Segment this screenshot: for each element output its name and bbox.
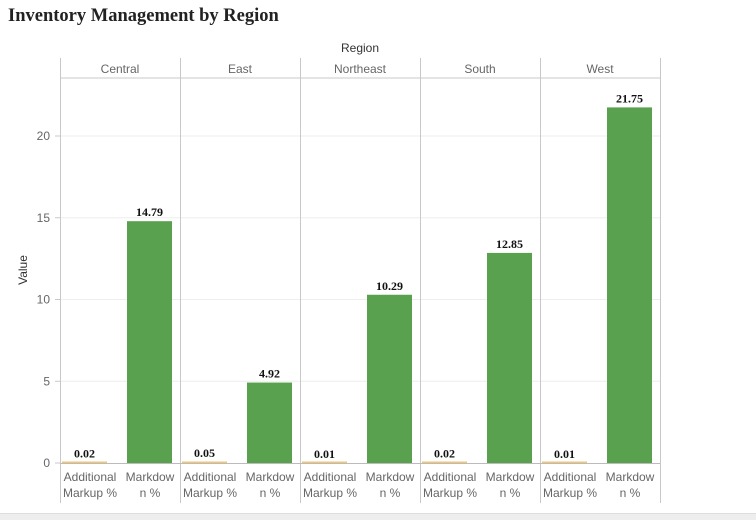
bar-central-1 xyxy=(127,221,172,463)
data-label: 14.79 xyxy=(136,205,163,219)
data-label: 0.05 xyxy=(194,446,215,460)
data-label: 0.02 xyxy=(74,447,95,461)
y-tick-label: 0 xyxy=(43,456,50,470)
y-tick-label: 5 xyxy=(43,374,50,388)
y-tick-label: 10 xyxy=(37,293,51,307)
data-label: 0.02 xyxy=(434,447,455,461)
x-category-label: Markdow xyxy=(366,470,415,484)
x-category-label: Markup % xyxy=(543,486,597,500)
x-category-label: Markup % xyxy=(423,486,477,500)
bar-northeast-1 xyxy=(367,294,412,463)
bar-east-0 xyxy=(182,461,227,463)
panel-header-south: South xyxy=(464,62,495,76)
data-label: 0.01 xyxy=(554,447,575,461)
x-category-label: n % xyxy=(140,486,161,500)
bar-south-0 xyxy=(422,461,467,463)
bar-west-0 xyxy=(542,461,587,463)
panel-header-east: East xyxy=(228,62,253,76)
x-category-label: Additional xyxy=(64,470,117,484)
x-category-label: Additional xyxy=(424,470,477,484)
bar-northeast-0 xyxy=(302,461,347,463)
horizontal-scrollbar[interactable] xyxy=(0,513,756,520)
bar-south-1 xyxy=(487,252,532,463)
x-category-label: Additional xyxy=(544,470,597,484)
x-category-label: n % xyxy=(260,486,281,500)
panel-header-northeast: Northeast xyxy=(334,62,387,76)
bar-central-0 xyxy=(62,461,107,463)
x-category-label: n % xyxy=(620,486,641,500)
x-category-label: Markdow xyxy=(246,470,295,484)
data-label: 0.01 xyxy=(314,447,335,461)
x-category-label: Markdow xyxy=(126,470,175,484)
data-label: 12.85 xyxy=(496,237,523,251)
data-label: 4.92 xyxy=(259,367,280,381)
x-category-label: Additional xyxy=(184,470,237,484)
x-category-label: n % xyxy=(380,486,401,500)
x-category-label: Markup % xyxy=(183,486,237,500)
x-category-label: Markdow xyxy=(486,470,535,484)
x-category-label: n % xyxy=(500,486,521,500)
y-tick-label: 15 xyxy=(37,211,51,225)
bar-east-1 xyxy=(247,382,292,463)
data-label: 10.29 xyxy=(376,279,403,293)
data-label: 21.75 xyxy=(616,91,643,105)
x-category-label: Markup % xyxy=(303,486,357,500)
chart-title: Inventory Management by Region xyxy=(8,6,279,26)
y-tick-label: 20 xyxy=(37,129,51,143)
x-category-label: Additional xyxy=(304,470,357,484)
panel-header-central: Central xyxy=(101,62,140,76)
panel-header-west: West xyxy=(586,62,614,76)
x-category-label: Markup % xyxy=(63,486,117,500)
x-category-label: Markdow xyxy=(606,470,655,484)
bar-west-1 xyxy=(607,107,652,463)
column-header-label: Region xyxy=(341,41,379,55)
y-axis-label: Value xyxy=(16,255,30,285)
